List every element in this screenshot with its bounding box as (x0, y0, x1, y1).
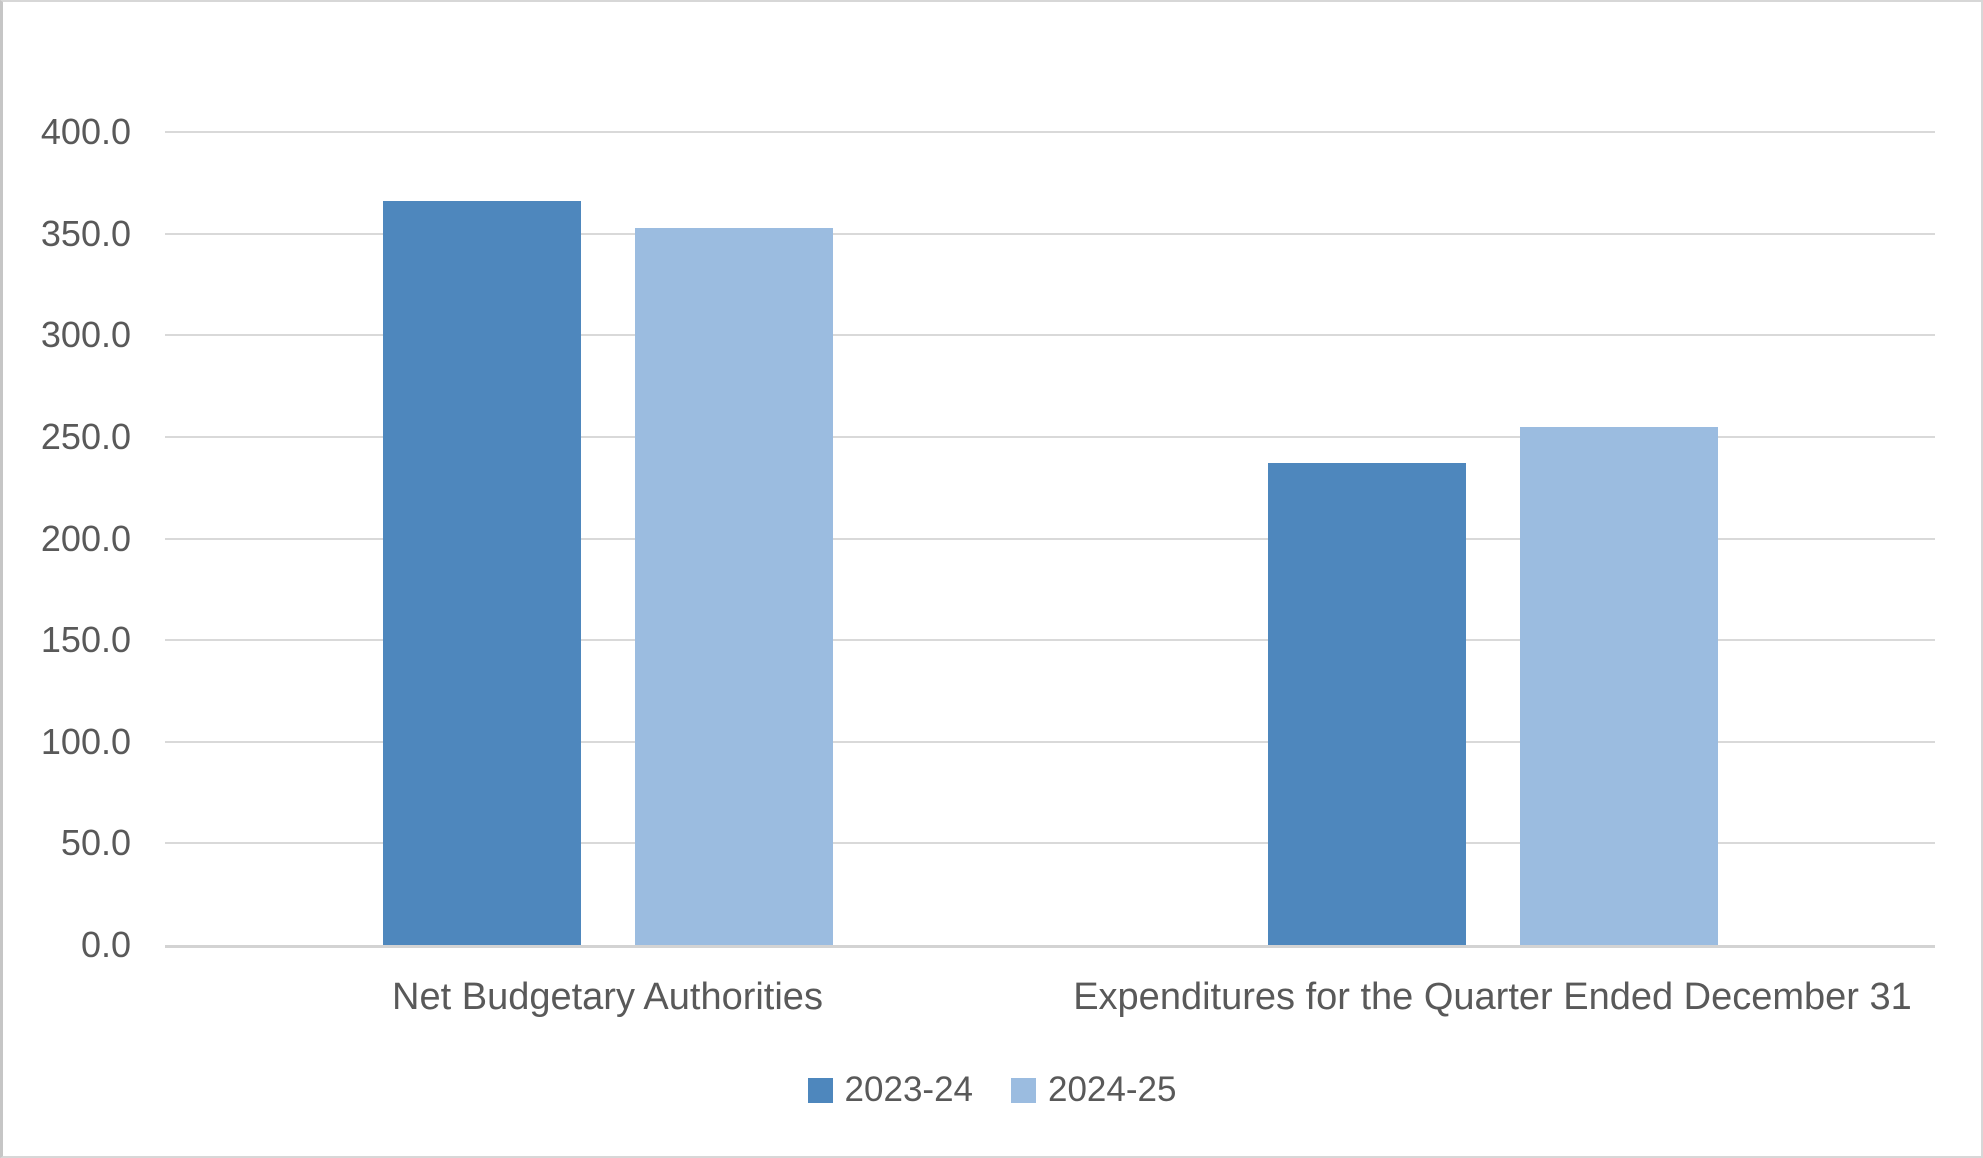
y-axis-tick-label: 250.0 (40, 415, 131, 457)
legend-entry-2023-24: 2023-24 (807, 1068, 973, 1112)
gridline (165, 435, 1935, 438)
legend-marker-icon (1011, 1077, 1036, 1103)
gridline (165, 131, 1935, 133)
gridline (165, 334, 1935, 337)
legend-label: 2024-25 (1048, 1070, 1177, 1109)
y-axis-tick-label: 200.0 (40, 517, 131, 559)
gridline (165, 842, 1935, 845)
y-axis-tick-label: 400.0 (40, 111, 131, 152)
bar-2024-25 (1519, 426, 1718, 945)
y-axis-tick-label: 300.0 (40, 314, 131, 356)
bar-2024-25 (634, 227, 833, 945)
y-axis-tick-label: 0.0 (80, 924, 131, 965)
y-axis-tick-label: 150.0 (40, 619, 131, 661)
gridline (165, 639, 1935, 642)
legend-label: 2023-24 (844, 1070, 973, 1109)
gridline (165, 232, 1935, 235)
bar-2023-24 (382, 201, 581, 945)
category-label-expenditures-quarter-ended: Expenditures for the Quarter Ended Decem… (1073, 976, 1912, 1018)
category-label-net-budgetary-authorities: Net Budgetary Authorities (392, 976, 823, 1018)
gridline (165, 740, 1935, 743)
legend-marker-icon (807, 1077, 833, 1103)
bar-2023-24 (1267, 463, 1466, 945)
y-axis-tick-label: 50.0 (60, 822, 131, 864)
legend: 2023-24 2024-25 (3, 1068, 1981, 1112)
x-axis-line (165, 945, 1935, 948)
legend-entry-2024-25: 2024-25 (1011, 1068, 1176, 1112)
y-axis-tick-label: 100.0 (40, 720, 131, 762)
plot-area: 0.0 50.0 100.0 150.0 200.0 250.0 300.0 350.0 400… (3, 2, 1981, 1156)
gridline (165, 537, 1935, 540)
y-axis-tick-label: 350.0 (40, 212, 131, 254)
